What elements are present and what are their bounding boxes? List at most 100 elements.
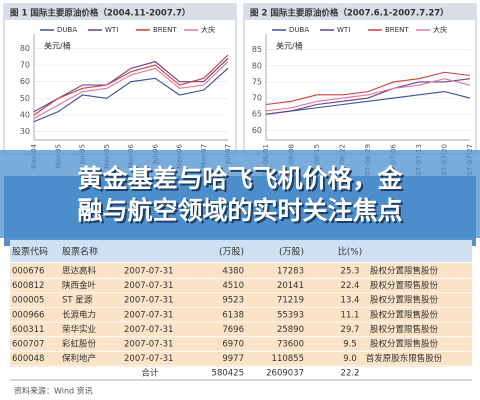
table-cell: 股权分置限售股份	[370, 266, 439, 277]
series-line	[265, 91, 471, 115]
legend-label: BRENT	[385, 26, 409, 34]
table-cell: ST 星源	[62, 296, 93, 306]
table-body-bg	[10, 263, 472, 367]
table-cell: 110855	[272, 354, 304, 364]
series-line	[33, 61, 229, 119]
series-line	[265, 78, 471, 112]
table-cell: 股权分置限售股份	[370, 309, 439, 320]
y-tick-label: 50	[20, 94, 30, 103]
chart-title-bar	[4, 4, 236, 20]
table-cell: 9523	[222, 296, 244, 306]
legend-label: 大庆	[433, 25, 447, 34]
table-cell: 55393	[277, 310, 304, 320]
table-cell: 7696	[222, 325, 244, 335]
table-cell: 2007-07-31	[124, 296, 173, 306]
unit-label: 美元/桶	[44, 41, 71, 51]
series-line	[33, 57, 229, 113]
table-cell: 陕西金叶	[62, 280, 97, 291]
table-cell: 000966	[12, 310, 44, 320]
y-tick-label: 60	[20, 77, 30, 86]
y-tick-label: 80	[252, 61, 262, 70]
series-line	[265, 71, 471, 106]
table-header-bg	[10, 240, 472, 262]
table-cell: 600707	[12, 340, 44, 350]
y-tick-label: 60	[252, 126, 262, 135]
chart-title: 图 1 国际主要原油价格（2004.11-2007.7）	[10, 8, 190, 19]
banner-line-shadow: 融与航空领域的实时关注焦点	[79, 198, 404, 227]
legend-label: 大庆	[201, 25, 215, 34]
table-header-cell: 股票代码	[12, 247, 48, 258]
y-tick-label: 80	[20, 44, 30, 53]
legend-label: BRENT	[153, 26, 177, 34]
table-cell: 荣华实业	[62, 324, 96, 335]
table-total-cell: 580425	[212, 369, 244, 379]
table-cell: 11.1	[341, 310, 360, 320]
y-tick-label: 70	[252, 94, 262, 103]
table-cell: 9.0	[343, 354, 357, 364]
table-cell: 首发原股东限售股份	[366, 353, 443, 364]
series-line	[33, 54, 229, 116]
legend-label: WTI	[105, 26, 118, 34]
table-cell: 000005	[12, 296, 44, 306]
table-cell: 22.4	[341, 281, 360, 291]
table-cell: 股权分置限售股份	[370, 280, 439, 291]
table-cell: 20141	[277, 281, 304, 291]
table-header-cell: (万股)	[279, 247, 304, 258]
y-tick-label: 65	[252, 110, 262, 119]
table-cell: 25.3	[341, 267, 360, 277]
banner-line-shadow: 黄金基差与哈飞飞机价格，金	[79, 166, 405, 195]
table-cell: 保利地产	[62, 353, 96, 364]
table-cell: 6138	[222, 310, 244, 320]
table-cell: 4380	[222, 267, 244, 277]
table-cell: 2007-07-31	[124, 340, 173, 350]
table-header-cell: (万股)	[219, 247, 244, 258]
banner-line: 黄金基差与哈飞飞机价格，金	[77, 164, 403, 193]
table-cell: 600812	[12, 281, 44, 291]
table-cell: 股权分置限售股份	[370, 295, 439, 306]
table-cell: 2007-07-31	[124, 267, 173, 277]
table-cell: 25890	[277, 325, 304, 335]
table-cell: 股权分置限售股份	[370, 324, 439, 335]
table-cell: 29.7	[341, 325, 360, 335]
table-cell: 彩虹股份	[62, 339, 97, 350]
legend-label: WTI	[337, 26, 350, 34]
series-line	[33, 67, 229, 123]
table-cell: 73600	[277, 340, 304, 350]
y-tick-label: 70	[20, 61, 30, 70]
table-cell: 71219	[277, 296, 304, 306]
banner-line: 融与航空领域的实时关注焦点	[77, 196, 402, 225]
table-cell: 2007-07-31	[124, 354, 173, 364]
chart-title-bar	[244, 4, 476, 20]
y-tick-label: 30	[20, 127, 30, 136]
table-cell: 4510	[222, 281, 244, 291]
banner-bg	[0, 150, 480, 238]
y-tick-label: 75	[252, 77, 262, 86]
y-tick-label: 40	[20, 111, 30, 120]
table-total-cell: 22.2	[341, 369, 360, 379]
table-cell: 600048	[12, 354, 44, 364]
table-cell: 9977	[222, 354, 244, 364]
table-cell: 长源电力	[62, 309, 96, 320]
chart-title: 图 2 国际主要原油价格（2007.6.1-2007.7.27）	[250, 8, 449, 19]
table-cell: 600311	[12, 325, 44, 335]
table-cell: 思达高科	[62, 266, 97, 277]
table-cell: 2007-07-31	[124, 325, 173, 335]
table-header-cell: 比(%)	[338, 246, 363, 258]
series-line	[265, 78, 471, 115]
table-total-cell: 合计	[141, 368, 159, 379]
table-cell: 17283	[277, 267, 304, 277]
table-total-cell: 2609037	[266, 369, 304, 379]
table-header-cell: 股票名称	[62, 246, 98, 258]
table-source: 资料来源：Wind 资讯	[14, 386, 93, 396]
table-cell: 9.5	[343, 340, 357, 350]
table-cell: 000676	[12, 267, 44, 277]
legend-label: DUBA	[57, 26, 77, 34]
y-tick-label: 85	[252, 45, 262, 54]
table-cell: 2007-07-31	[124, 281, 173, 291]
table-cell: 股权分置限售股份	[370, 339, 439, 350]
unit-label: 美元/桶	[276, 41, 303, 51]
table-cell: 13.4	[341, 296, 360, 306]
table-cell: 6970	[222, 340, 244, 350]
chart-panel	[3, 3, 237, 155]
